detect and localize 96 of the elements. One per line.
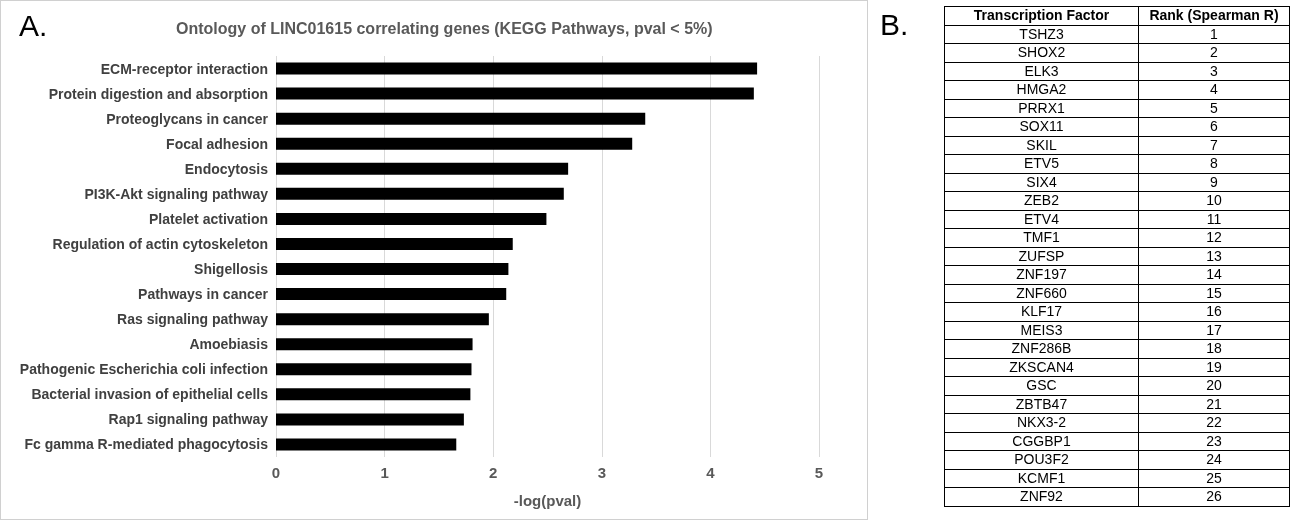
- bar: [276, 263, 509, 276]
- data-label: 20: [1138, 376, 1290, 395]
- category-label: SKIL: [944, 136, 1139, 155]
- bar: [276, 413, 464, 426]
- category-label: ETV4: [944, 210, 1139, 229]
- category-label: TMF1: [944, 228, 1139, 247]
- data-label: 1: [1138, 25, 1290, 44]
- category-label: CGGBP1: [944, 432, 1139, 451]
- data-label: 5: [1138, 99, 1290, 118]
- category-label: ZKSCAN4: [944, 358, 1139, 377]
- x-tick-label: 2: [489, 464, 498, 481]
- text: Transcription Factor: [944, 6, 1139, 25]
- category-label: ZNF286B: [944, 339, 1139, 358]
- data-label: 9: [1138, 173, 1290, 192]
- bar: [276, 288, 507, 301]
- bar: [276, 313, 489, 326]
- bar: [276, 212, 547, 225]
- y-tick-label: Endocytosis: [184, 160, 269, 177]
- data-label: 22: [1138, 413, 1290, 432]
- y-tick-label: PI3K-Akt signaling pathway: [84, 185, 269, 202]
- y-tick-label: Rap1 signaling pathway: [108, 411, 269, 428]
- category-label: GSC: [944, 376, 1139, 395]
- data-label: 2: [1138, 43, 1290, 62]
- data-label: 7: [1138, 136, 1290, 155]
- category-label: MEIS3: [944, 321, 1139, 340]
- data-label: 6: [1138, 117, 1290, 136]
- data-label: 23: [1138, 432, 1290, 451]
- category-label: ZBTB47: [944, 395, 1139, 414]
- data-label: 8: [1138, 154, 1290, 173]
- x-tick-label: 3: [597, 464, 606, 481]
- category-label: ZEB2: [944, 191, 1139, 210]
- x-axis-title: -log(pval): [513, 492, 582, 509]
- data-label: 18: [1138, 339, 1290, 358]
- category-label: HMGA2: [944, 80, 1139, 99]
- x-tick-label: 1: [380, 464, 389, 481]
- y-tick-label: Pathogenic Escherichia coli infection: [19, 361, 268, 378]
- data-label: 26: [1138, 487, 1290, 506]
- x-tick-label: 4: [706, 464, 716, 481]
- y-tick-label: Pathways in cancer: [138, 286, 269, 303]
- bar: [276, 137, 633, 150]
- category-label: SHOX2: [944, 43, 1139, 62]
- category-label: KLF17: [944, 302, 1139, 321]
- y-tick-label: Fc gamma R-mediated phagocytosis: [24, 436, 269, 453]
- data-label: 25: [1138, 469, 1290, 488]
- category-label: ZNF92: [944, 487, 1139, 506]
- bar: [276, 237, 513, 250]
- data-label: 21: [1138, 395, 1290, 414]
- text: B.: [880, 8, 909, 42]
- category-label: SIX4: [944, 173, 1139, 192]
- bar: [276, 112, 646, 125]
- y-tick-label: Bacterial invasion of epithelial cells: [31, 386, 269, 403]
- bar: [276, 187, 564, 200]
- data-label: 12: [1138, 228, 1290, 247]
- data-label: 24: [1138, 450, 1290, 469]
- bar: [276, 338, 473, 351]
- y-tick-label: Regulation of actin cytoskeleton: [52, 235, 268, 252]
- category-label: ZNF197: [944, 265, 1139, 284]
- category-label: ZUFSP: [944, 247, 1139, 266]
- chart-title: Ontology of LINC01615 correlating genes (KEGG Pathways, pval < 5%): [176, 19, 713, 37]
- y-tick-label: Focal adhesion: [166, 135, 268, 152]
- text: A.: [19, 9, 48, 43]
- data-label: 16: [1138, 302, 1290, 321]
- y-tick-label: Proteoglycans in cancer: [106, 110, 269, 127]
- bar: [276, 438, 457, 451]
- y-tick-label: Ras signaling pathway: [117, 311, 269, 328]
- y-tick-label: ECM-receptor interaction: [100, 60, 268, 77]
- data-label: 11: [1138, 210, 1290, 229]
- x-tick-label: 5: [814, 464, 824, 481]
- category-label: ETV5: [944, 154, 1139, 173]
- data-label: 19: [1138, 358, 1290, 377]
- category-label: POU3F2: [944, 450, 1139, 469]
- data-label: 3: [1138, 62, 1290, 81]
- category-label: SOX11: [944, 117, 1139, 136]
- data-label: 10: [1138, 191, 1290, 210]
- bar: [276, 363, 472, 376]
- category-label: TSHZ3: [944, 25, 1139, 44]
- bar: [276, 62, 758, 75]
- bar: [276, 388, 471, 401]
- text: Rank (Spearman R): [1138, 6, 1290, 25]
- y-tick-label: Amoebiasis: [189, 336, 269, 353]
- data-label: 13: [1138, 247, 1290, 266]
- y-tick-label: Platelet activation: [148, 210, 268, 227]
- bar: [276, 162, 569, 175]
- data-label: 4: [1138, 80, 1290, 99]
- data-label: 14: [1138, 265, 1290, 284]
- bar: [276, 87, 754, 100]
- data-label: 15: [1138, 284, 1290, 303]
- y-tick-label: Protein digestion and absorption: [48, 85, 268, 102]
- category-label: KCMF1: [944, 469, 1139, 488]
- category-label: ZNF660: [944, 284, 1139, 303]
- x-tick-label: 0: [271, 464, 281, 481]
- category-label: NKX3-2: [944, 413, 1139, 432]
- data-label: 17: [1138, 321, 1290, 340]
- y-tick-label: Shigellosis: [194, 261, 269, 278]
- category-label: PRRX1: [944, 99, 1139, 118]
- category-label: ELK3: [944, 62, 1139, 81]
